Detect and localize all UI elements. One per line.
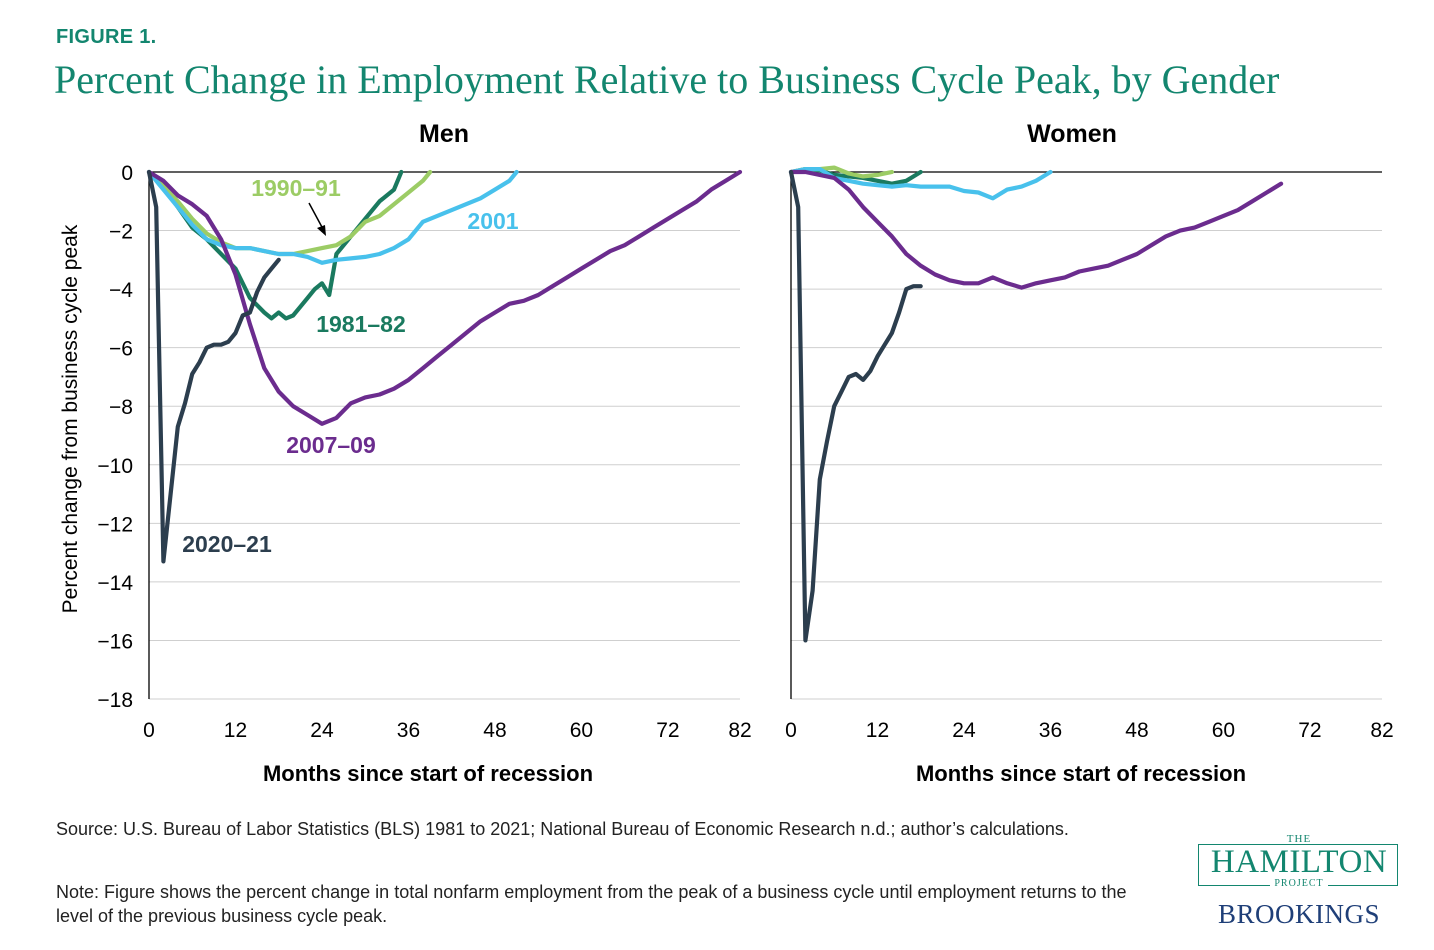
x-tick-label: 60 <box>1212 719 1235 742</box>
series-line-2020-21 <box>788 169 923 643</box>
y-tick-label: −14 <box>97 572 133 595</box>
series-line-2020-21 <box>146 169 281 564</box>
y-axis-label: Percent change from business cycle peak <box>59 224 82 613</box>
x-tick-label: 24 <box>310 719 334 742</box>
line-chart: Men Women Percent change from business c… <box>59 120 1394 786</box>
annotation-arrow <box>308 202 324 230</box>
y-tick-label: −10 <box>97 455 133 478</box>
logo-brookings: BROOKINGS <box>1217 899 1381 929</box>
logo-project: PROJECT <box>1270 878 1328 889</box>
panel-title-men: Men <box>419 120 469 148</box>
x-tick-label: 0 <box>785 719 797 742</box>
y-tick-label: −2 <box>109 221 133 244</box>
x-tick-label: 36 <box>1039 719 1062 742</box>
source-note: Source: U.S. Bureau of Labor Statistics … <box>56 819 1069 839</box>
x-tick-label: 48 <box>1125 719 1148 742</box>
x-tick-label: 82 <box>728 719 751 742</box>
x-tick-label: 82 <box>1370 719 1393 742</box>
y-tick-label: −18 <box>97 689 133 712</box>
panel-title-women: Women <box>1027 120 1117 148</box>
chart-title: Percent Change in Employment Relative to… <box>54 57 1280 102</box>
annotation-2007-09: 2007–09 <box>286 432 376 458</box>
panel-women: 0 12 24 36 48 60 72 82 <box>785 165 1394 742</box>
y-tick-label: −6 <box>109 338 133 361</box>
panel-men: 0 −2 −4 −6 −8 −10 −12 −14 −16 −18 0 12 24 36 48 60 72 82 <box>97 162 751 742</box>
x-axis-label-women: Months since start of recession <box>916 761 1246 786</box>
x-tick-label: 12 <box>866 719 889 742</box>
figure-label: FIGURE 1. <box>56 26 157 48</box>
x-tick-label: 36 <box>397 719 420 742</box>
y-tick-label: −4 <box>109 279 133 302</box>
y-tick-label: −12 <box>97 513 133 536</box>
y-tick-label: 0 <box>121 162 133 185</box>
x-tick-label: 72 <box>1298 719 1321 742</box>
annotation-2001: 2001 <box>467 208 518 234</box>
annotation-1990-91: 1990–91 <box>251 175 341 201</box>
annotations: 1990–91 2001 1981–82 2007–09 2020–21 <box>182 175 519 557</box>
logo-the: THE <box>1286 833 1312 845</box>
x-axis-label-men: Months since start of recession <box>263 761 593 786</box>
annotation-arrowhead <box>317 225 326 236</box>
hamilton-brookings-logo: THE HAMILTON PROJECT BROOKINGS <box>1197 833 1401 929</box>
x-tick-label: 72 <box>656 719 679 742</box>
x-tick-label: 48 <box>483 719 506 742</box>
series-line-2007-09 <box>146 169 743 426</box>
x-tick-label: 24 <box>952 719 976 742</box>
y-tick-label: −16 <box>97 630 133 653</box>
x-tick-label: 60 <box>570 719 593 742</box>
logo-hamilton: HAMILTON <box>1210 844 1388 880</box>
x-tick-label: 0 <box>143 719 155 742</box>
annotation-1981-82: 1981–82 <box>316 311 406 337</box>
series-line-2001 <box>146 169 519 265</box>
annotation-2020-21: 2020–21 <box>182 531 272 557</box>
figure-note: Note: Figure shows the percent change in… <box>56 882 1127 926</box>
series-line-2007-09 <box>788 169 1284 290</box>
y-tick-label: −8 <box>109 396 133 419</box>
x-tick-label: 12 <box>224 719 247 742</box>
